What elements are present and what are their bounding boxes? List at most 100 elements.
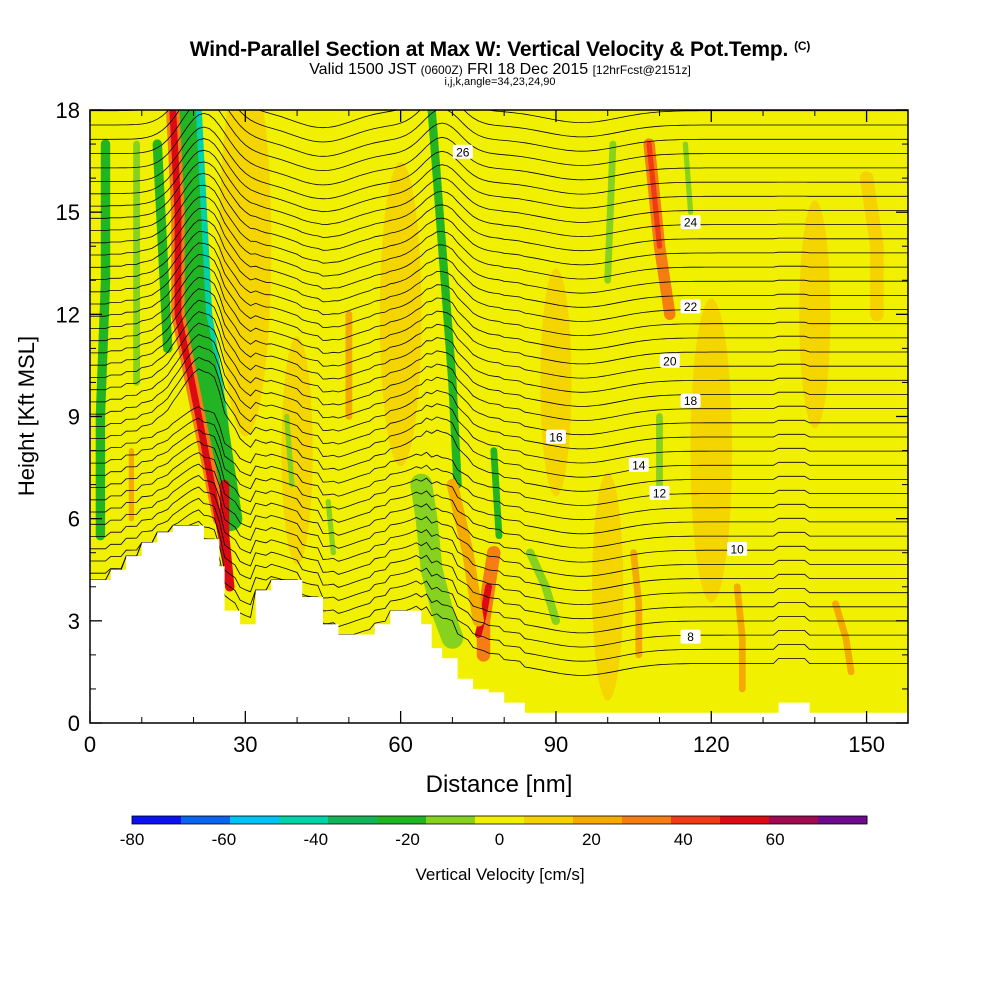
w-plume xyxy=(446,478,484,627)
w-plume xyxy=(604,140,617,284)
isentrope-line xyxy=(90,126,908,200)
isentrope-line xyxy=(90,112,908,186)
w-patch xyxy=(799,200,831,429)
isentrope-line xyxy=(90,110,908,172)
plot-area: 8 10 12 14 16 18 20 22 24 26 28 xyxy=(90,93,908,723)
colorbar: -80 -60 -40 -20 0 20 40 60 xyxy=(120,815,868,849)
valid-date: FRI 18 Dec 2015 xyxy=(467,61,589,78)
x-axis-label: Distance [nm] xyxy=(426,771,573,798)
isentrope-line xyxy=(90,406,908,506)
chart-title: Wind-Parallel Section at Max W: Vertical… xyxy=(0,38,1000,62)
isentrope-label: 28 xyxy=(432,93,452,108)
isentrope-line xyxy=(90,497,908,620)
y-tick-label: 3 xyxy=(68,609,80,634)
forecast-info: [12hrFcst@2151z] xyxy=(592,63,691,77)
isentrope-label: 16 xyxy=(545,429,566,444)
w-plume xyxy=(832,600,855,676)
isentrope-line xyxy=(90,368,908,492)
w-plume xyxy=(325,499,336,556)
x-tick-label: 150 xyxy=(848,732,885,757)
isentrope-line xyxy=(90,429,908,535)
colorbar-tick-label: -80 xyxy=(120,830,145,849)
potential-temperature-contours xyxy=(90,110,908,676)
isentrope-line xyxy=(90,265,908,365)
w-plume xyxy=(490,447,503,540)
w-patch xyxy=(592,472,624,701)
w-plume xyxy=(95,139,111,541)
isentrope-label: 12 xyxy=(649,485,670,500)
isentrope-label-text: 28 xyxy=(435,93,449,107)
isentrope-line xyxy=(90,463,908,577)
isentrope-line xyxy=(90,311,908,422)
isentrope-line xyxy=(90,334,908,450)
colorbar-swatch xyxy=(328,816,378,824)
w-plume xyxy=(152,139,173,354)
isentrope-label-text: 10 xyxy=(730,542,744,556)
grid-indices: i,j,k,angle=34,23,24,90 xyxy=(444,76,556,88)
y-tick-label: 18 xyxy=(56,98,80,123)
w-plume xyxy=(630,549,643,659)
colorbar-swatch xyxy=(426,816,476,824)
isentrope-label-text: 22 xyxy=(684,300,698,314)
isentrope-label-text: 12 xyxy=(653,486,667,500)
chart-title-text: Wind-Parallel Section at Max W: Vertical… xyxy=(189,38,789,61)
isentrope-line xyxy=(90,173,908,252)
y-tick-label: 9 xyxy=(68,405,80,430)
colorbar-swatch xyxy=(475,816,525,824)
w-patch xyxy=(690,298,733,603)
colorbar-tick-label: 40 xyxy=(674,830,693,849)
y-axis-label: Height [Kft MSL] xyxy=(14,336,39,496)
isentrope-line xyxy=(90,276,908,379)
colorbar-swatch xyxy=(132,816,182,824)
colorbar-tick-label: 0 xyxy=(495,830,504,849)
w-patch xyxy=(219,110,272,437)
y-tick-label: 6 xyxy=(68,507,80,532)
chart-title-units: (C) xyxy=(794,39,811,53)
axes: 0 30 60 90 120 150 0 3 6 9 12 15 18 xyxy=(56,98,908,757)
isentrope-label-text: 14 xyxy=(632,458,646,472)
x-tick-label: 90 xyxy=(544,732,568,757)
isentrope-line xyxy=(90,196,908,280)
isentrope-line xyxy=(90,509,908,634)
colorbar-swatch xyxy=(720,816,770,824)
colorbar-swatch xyxy=(573,816,623,824)
valid-utc: (0600Z) xyxy=(420,63,463,77)
colorbar-tick-label: 60 xyxy=(766,830,785,849)
w-plume xyxy=(427,110,462,489)
colorbar-swatch xyxy=(524,816,574,824)
x-tick-label: 60 xyxy=(388,732,412,757)
w-plume xyxy=(219,479,235,592)
isentrope-label-text: 16 xyxy=(549,430,563,444)
isentrope-line xyxy=(90,475,908,591)
x-tick-label: 120 xyxy=(693,732,730,757)
isentrope-label-text: 18 xyxy=(684,394,698,408)
isentrope-line xyxy=(90,138,908,213)
colorbar-swatch xyxy=(181,816,231,824)
w-plume xyxy=(474,583,492,638)
w-plume xyxy=(646,141,663,249)
isentrope-line xyxy=(90,161,908,238)
isentrope-line xyxy=(90,253,908,351)
isentrope-line xyxy=(90,345,908,464)
isentrope-line xyxy=(90,219,908,308)
isentrope-line xyxy=(90,417,908,521)
colorbar-label: Vertical Velocity [cm/s] xyxy=(415,865,584,884)
w-plume xyxy=(525,548,561,625)
isentrope-line xyxy=(90,440,908,549)
isentrope-label-text: 24 xyxy=(684,216,698,230)
isentrope-line xyxy=(90,149,908,226)
isentrope-line xyxy=(90,520,908,648)
colorbar-swatch xyxy=(622,816,672,824)
isentrope-line xyxy=(90,110,908,143)
y-tick-label: 12 xyxy=(56,302,80,327)
colorbar-frame xyxy=(131,815,868,825)
terrain-mask xyxy=(90,525,908,723)
isentrope-line xyxy=(90,208,908,294)
isentrope-label: 18 xyxy=(680,393,701,408)
isentrope-label: 8 xyxy=(680,629,701,644)
w-plume xyxy=(859,171,884,322)
isentrope-line xyxy=(90,525,908,676)
isentrope-line xyxy=(90,322,908,436)
colorbar-swatch xyxy=(377,816,427,824)
